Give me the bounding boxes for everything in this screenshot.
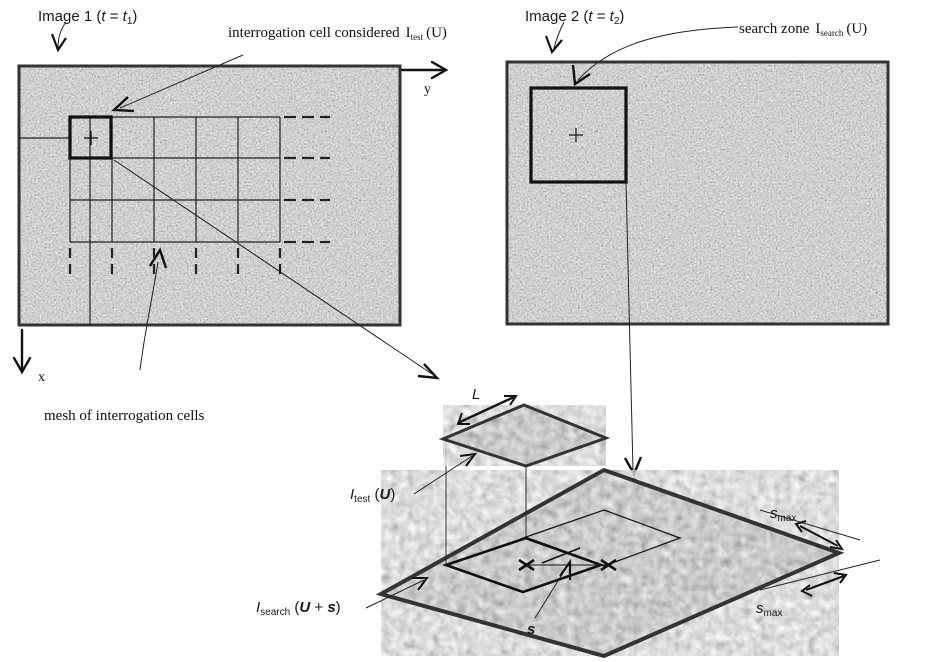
- interrogation-cell-label: interrogation cell considered Itest (U): [228, 25, 447, 42]
- image1-panel: [17, 64, 402, 327]
- y-axis-label: y: [424, 82, 431, 97]
- mesh-dashes: [68, 115, 330, 274]
- x-axis-arrow: [12, 328, 32, 375]
- L-label: L: [472, 386, 480, 403]
- y-axis-arrow: [400, 60, 449, 80]
- search-zone-box: [529, 86, 628, 184]
- image2-panel: [505, 60, 890, 326]
- connector-lines: [50, 21, 739, 477]
- interrogation-cell: [68, 115, 113, 160]
- mesh-label: mesh of interrogation cells: [44, 408, 205, 424]
- isearch-label: Isearch (U + s): [256, 599, 341, 618]
- image1-label: Image 1 (t = t1): [38, 8, 137, 27]
- bottom-label-arrows: [365, 452, 478, 609]
- test-plane: [438, 403, 611, 468]
- search-zone-label: search zone Isearch (U): [739, 21, 867, 38]
- x-axis-label: x: [38, 370, 45, 385]
- s-label: s: [527, 621, 535, 638]
- s-arrow: [534, 547, 581, 619]
- image2-label: Image 2 (t = t2): [525, 8, 624, 27]
- smax-label-bottom: smax: [756, 600, 782, 619]
- smax-dimensions: [759, 509, 881, 597]
- itest-label: Itest (U): [350, 486, 395, 505]
- L-dimension: [456, 395, 518, 425]
- smax-label-top: smax: [770, 505, 796, 524]
